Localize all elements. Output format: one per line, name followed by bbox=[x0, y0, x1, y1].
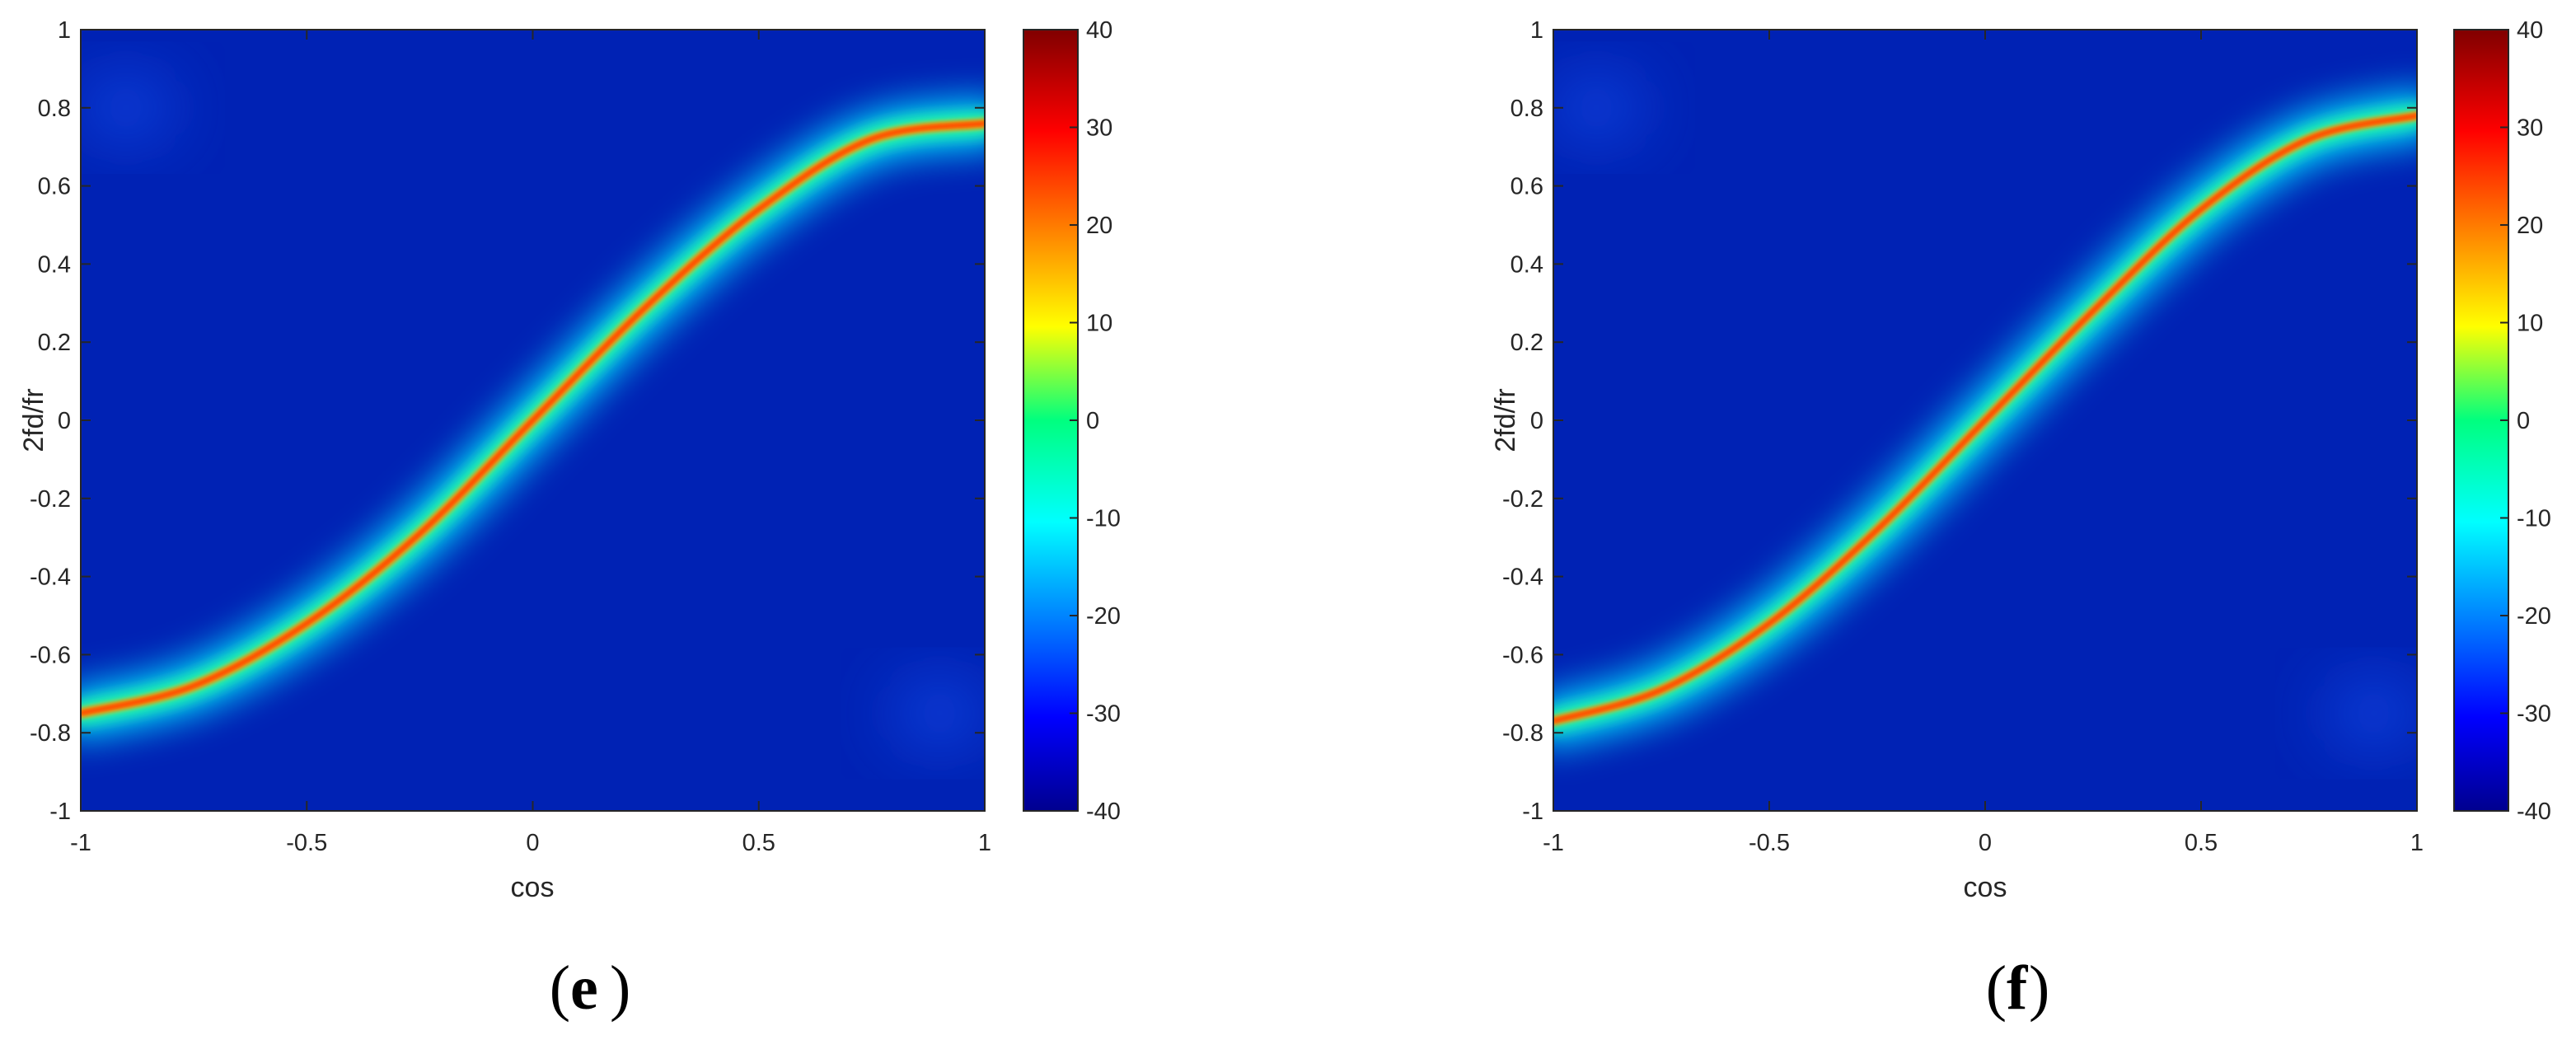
y-tick-label: 0.2 bbox=[1510, 330, 1543, 356]
colorbar-ticks: 40 30 20 10 0 -10 -20 -30 -40 bbox=[2500, 17, 2551, 825]
x-tick-label: 0 bbox=[526, 830, 539, 856]
heatmap-sidelobe bbox=[1553, 74, 1646, 141]
colorbar-ticks: 40 30 20 10 0 -10 -20 -30 -40 bbox=[1070, 17, 1121, 825]
colorbar-tick-label: 10 bbox=[2517, 311, 2543, 337]
heatmap-sidelobe bbox=[2324, 680, 2417, 747]
heatmap-sidelobe bbox=[81, 74, 176, 141]
x-axis-label: cos bbox=[1964, 872, 2007, 903]
colorbar-tick-label: -40 bbox=[2517, 799, 2551, 825]
y-tick-label: 1 bbox=[1530, 17, 1543, 44]
x-tick-label: -0.5 bbox=[1749, 830, 1790, 856]
heatmap-panel-e: 1 0.8 0.6 0.4 0.2 0 -0.2 -0.4 -0.6 -0.8 -1 -1 -0.5 0… bbox=[18, 17, 1121, 1023]
colorbar-tick-label: -30 bbox=[2517, 701, 2551, 728]
y-tick-label: -0.8 bbox=[30, 720, 71, 747]
heatmap-ridge bbox=[81, 74, 985, 747]
svg-text:(: ( bbox=[550, 953, 570, 1023]
panel-label: ( e ) bbox=[550, 953, 631, 1023]
colorbar-tick-label: -20 bbox=[2517, 603, 2551, 630]
y-tick-label: -0.8 bbox=[1502, 720, 1543, 747]
colorbar-tick-label: 0 bbox=[1086, 408, 1099, 434]
colorbar-tick-label: 10 bbox=[1086, 311, 1112, 337]
colorbar-tick-label: 30 bbox=[1086, 115, 1112, 142]
colorbar-tick-label: -30 bbox=[1086, 701, 1121, 728]
colorbar-tick-label: 20 bbox=[2517, 213, 2543, 239]
x-tick-label: 0.5 bbox=[742, 830, 775, 856]
heatmap-sidelobe bbox=[890, 680, 985, 747]
y-tick-label: 0.2 bbox=[38, 330, 71, 356]
y-tick-label: 0.6 bbox=[1510, 174, 1543, 200]
y-axis: 1 0.8 0.6 0.4 0.2 0 -0.2 -0.4 -0.6 -0.8 -1 bbox=[1502, 17, 2417, 825]
y-axis-label: 2fd/fr bbox=[18, 388, 49, 452]
x-axis-label: cos bbox=[511, 872, 555, 903]
y-tick-label: -0.2 bbox=[1502, 486, 1543, 513]
svg-text:): ) bbox=[610, 953, 630, 1023]
colorbar-tick-label: -40 bbox=[1086, 799, 1121, 825]
y-axis: 1 0.8 0.6 0.4 0.2 0 -0.2 -0.4 -0.6 -0.8 -1 bbox=[30, 17, 985, 825]
y-tick-label: 0.8 bbox=[38, 96, 71, 122]
y-tick-label: 0.4 bbox=[38, 251, 71, 278]
colorbar-tick-label: 20 bbox=[1086, 213, 1112, 239]
y-tick-label: -1 bbox=[49, 799, 71, 825]
heatmap-ridge bbox=[1553, 74, 2417, 747]
ridge-peak bbox=[81, 121, 985, 715]
x-tick-label: 1 bbox=[2410, 830, 2424, 856]
y-tick-label: 0 bbox=[1530, 408, 1543, 434]
x-tick-label: 0 bbox=[1979, 830, 1992, 856]
y-tick-label: 1 bbox=[58, 17, 71, 44]
panel-label-letter: e bbox=[570, 953, 598, 1023]
ridge-peak bbox=[1553, 113, 2417, 724]
colorbar-tick-label: -20 bbox=[1086, 603, 1121, 630]
y-tick-label: -0.4 bbox=[30, 565, 71, 591]
colorbar bbox=[2453, 29, 2509, 812]
x-tick-label: 1 bbox=[978, 830, 991, 856]
y-tick-label: -1 bbox=[1522, 799, 1543, 825]
colorbar-tick-label: -10 bbox=[1086, 506, 1121, 532]
y-tick-label: -0.4 bbox=[1502, 565, 1543, 591]
y-tick-label: -0.6 bbox=[1502, 642, 1543, 668]
colorbar bbox=[1023, 29, 1079, 812]
panel-label: ( f ) bbox=[1986, 953, 2050, 1023]
y-tick-label: 0.4 bbox=[1510, 251, 1543, 278]
x-axis: -1 -0.5 0 0.5 1 bbox=[70, 30, 991, 856]
panel-label-letter: f bbox=[2007, 953, 2029, 1023]
y-axis-label: 2fd/fr bbox=[1490, 388, 1521, 452]
x-tick-label: -0.5 bbox=[286, 830, 327, 856]
colorbar-tick-label: 0 bbox=[2517, 408, 2530, 434]
colorbar-tick-label: 40 bbox=[1086, 17, 1112, 44]
y-tick-label: 0 bbox=[58, 408, 71, 434]
y-tick-label: -0.2 bbox=[30, 486, 71, 513]
y-tick-label: 0.6 bbox=[38, 174, 71, 200]
x-tick-label: -1 bbox=[70, 830, 91, 856]
x-tick-label: -1 bbox=[1543, 830, 1564, 856]
svg-text:(: ( bbox=[1986, 953, 2007, 1023]
x-tick-label: 0.5 bbox=[2185, 830, 2218, 856]
y-tick-label: -0.6 bbox=[30, 642, 71, 668]
heatmap-panel-f: 1 0.8 0.6 0.4 0.2 0 -0.2 -0.4 -0.6 -0.8 -1 -1 -0.5 0… bbox=[1490, 17, 2551, 1023]
colorbar-tick-label: 30 bbox=[2517, 115, 2543, 142]
colorbar-tick-label: -10 bbox=[2517, 506, 2551, 532]
y-tick-label: 0.8 bbox=[1510, 96, 1543, 122]
colorbar-tick-label: 40 bbox=[2517, 17, 2543, 44]
svg-text:): ) bbox=[2029, 953, 2049, 1023]
x-axis: -1 -0.5 0 0.5 1 bbox=[1543, 30, 2424, 856]
